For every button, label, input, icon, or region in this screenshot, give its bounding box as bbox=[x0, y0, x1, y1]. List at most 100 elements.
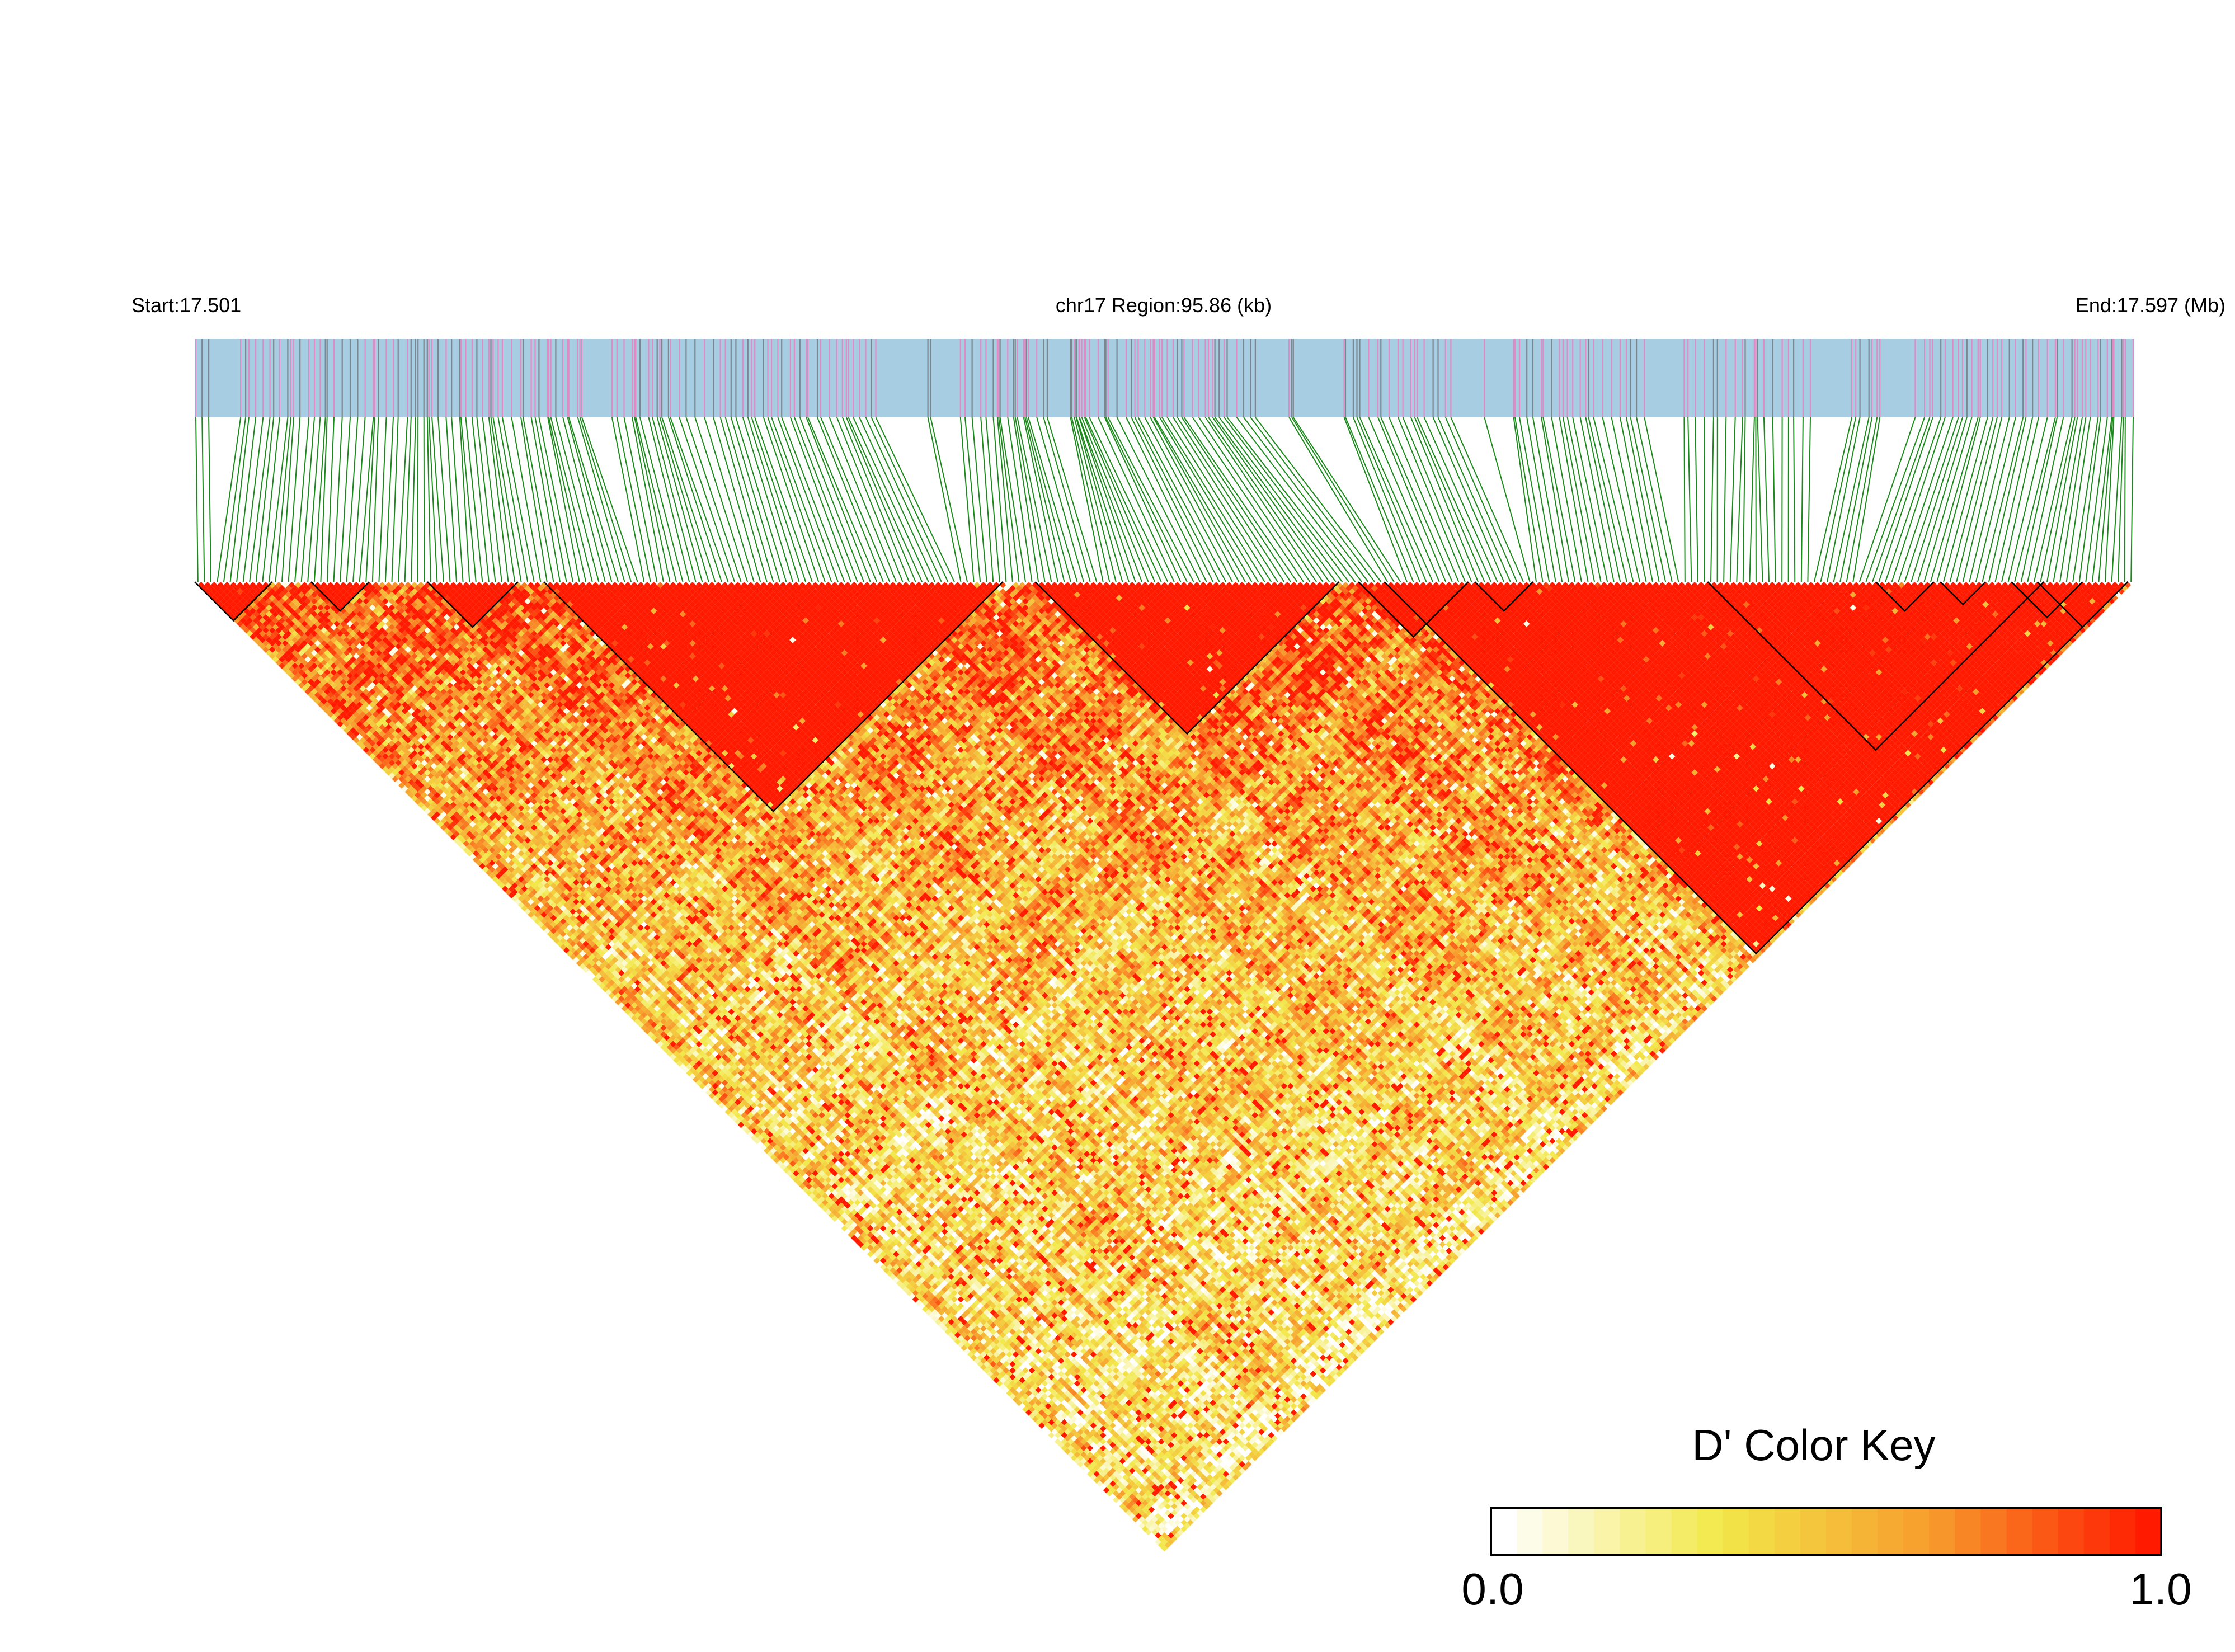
ld-cell bbox=[304, 688, 311, 695]
snp-connector bbox=[384, 417, 394, 582]
snp-connector bbox=[460, 417, 477, 582]
ld-cell bbox=[754, 1137, 761, 1145]
ld-cell bbox=[592, 976, 599, 983]
snp-connector bbox=[1644, 417, 1679, 582]
ld-cell bbox=[705, 1089, 712, 1096]
ld-cell bbox=[1109, 1493, 1116, 1500]
snp-connector bbox=[1198, 417, 1311, 582]
ld-cell bbox=[1103, 1486, 1110, 1494]
snp-connector bbox=[1772, 417, 1776, 582]
ld-cell bbox=[1086, 1471, 1094, 1477]
snp-connector bbox=[534, 417, 567, 582]
ld-cell bbox=[890, 1273, 896, 1281]
snp-connector bbox=[555, 417, 600, 582]
ld-cell bbox=[1093, 1477, 1100, 1484]
snp-connector bbox=[763, 417, 820, 582]
snp-connector bbox=[927, 417, 962, 582]
ld-cell bbox=[663, 1047, 670, 1054]
snp-connector bbox=[1820, 417, 1857, 582]
ld-cell bbox=[653, 1037, 661, 1044]
ld-cell bbox=[398, 782, 405, 789]
snp-connector bbox=[1626, 417, 1660, 582]
ld-cell bbox=[760, 1144, 767, 1151]
ld-cell bbox=[469, 853, 476, 860]
ld-cell bbox=[650, 1034, 657, 1041]
snp-connector bbox=[1070, 417, 1104, 582]
snp-connector bbox=[445, 417, 457, 582]
snp-connector bbox=[201, 417, 205, 582]
ld-cell bbox=[1061, 1444, 1068, 1452]
ld-cell bbox=[540, 924, 547, 931]
snp-connector bbox=[1043, 417, 1091, 582]
snp-connector bbox=[639, 417, 684, 582]
ld-cell bbox=[724, 1108, 732, 1116]
ld-cell bbox=[1126, 1509, 1132, 1516]
ld-cell bbox=[453, 837, 460, 844]
ld-cell bbox=[333, 717, 340, 724]
snp-connector bbox=[1846, 417, 1878, 582]
snp-connector bbox=[1833, 417, 1870, 582]
ld-cell bbox=[922, 1306, 929, 1312]
ld-cell bbox=[528, 911, 534, 918]
snp-connector bbox=[1532, 417, 1563, 582]
ld-cell bbox=[1080, 1464, 1087, 1471]
snp-connector bbox=[2072, 417, 2099, 582]
ld-cell bbox=[660, 1044, 667, 1051]
snp-connector bbox=[730, 417, 780, 582]
ld-cell bbox=[883, 1267, 890, 1274]
snp-connector bbox=[694, 417, 749, 582]
snp-connector bbox=[398, 417, 408, 582]
snp-connector bbox=[229, 417, 250, 582]
ld-cell bbox=[634, 1018, 641, 1025]
ld-cell bbox=[505, 888, 512, 896]
ld-cell bbox=[379, 763, 385, 770]
ld-cell bbox=[369, 753, 376, 760]
snp-connector bbox=[1098, 417, 1175, 582]
ld-cell bbox=[298, 682, 305, 689]
snp-connector bbox=[1343, 417, 1408, 582]
ld-cell bbox=[624, 1008, 632, 1015]
snp-connector bbox=[1602, 417, 1640, 582]
snp-connector bbox=[2007, 417, 2048, 582]
ld-cell bbox=[757, 1141, 764, 1148]
snp-connector bbox=[288, 417, 301, 582]
snp-connector bbox=[300, 417, 315, 582]
snp-connector bbox=[431, 417, 444, 582]
snp-connector bbox=[2027, 417, 2064, 582]
ld-cell bbox=[764, 1147, 770, 1154]
snp-connector bbox=[497, 417, 529, 582]
ld-cell bbox=[404, 788, 412, 796]
snp-connector bbox=[845, 417, 916, 582]
ld-cell bbox=[385, 769, 392, 776]
ld-cell bbox=[750, 1135, 757, 1141]
snp-connector bbox=[242, 417, 264, 582]
ld-cell bbox=[1067, 1451, 1074, 1458]
snp-connector bbox=[501, 417, 535, 582]
ld-cell bbox=[766, 1151, 774, 1157]
ld-cell bbox=[589, 973, 596, 980]
snp-connector bbox=[859, 417, 936, 582]
ld-cell bbox=[511, 895, 518, 902]
ld-cell bbox=[295, 679, 302, 685]
ld-cell bbox=[1048, 1432, 1055, 1439]
snp-connector bbox=[777, 417, 839, 582]
snp-connector bbox=[767, 417, 826, 582]
snp-connector bbox=[1585, 417, 1621, 582]
snp-connector bbox=[713, 417, 761, 582]
snp-connector bbox=[2020, 417, 2058, 582]
ld-cell bbox=[579, 963, 586, 970]
snp-connector bbox=[1218, 417, 1343, 582]
ld-cell bbox=[204, 588, 211, 595]
snp-connector bbox=[1236, 417, 1362, 582]
snp-connector bbox=[1757, 417, 1763, 582]
ld-cell bbox=[993, 1377, 1000, 1383]
snp-connector bbox=[2040, 417, 2076, 582]
snp-connector bbox=[661, 417, 716, 582]
snp-connector bbox=[1551, 417, 1582, 582]
snp-connector bbox=[1559, 417, 1589, 582]
snp-connector bbox=[1956, 417, 1998, 582]
ld-cell bbox=[773, 1157, 780, 1164]
ld-cell bbox=[961, 1344, 967, 1352]
snp-connector bbox=[1173, 417, 1278, 582]
snp-connector bbox=[1763, 417, 1770, 582]
